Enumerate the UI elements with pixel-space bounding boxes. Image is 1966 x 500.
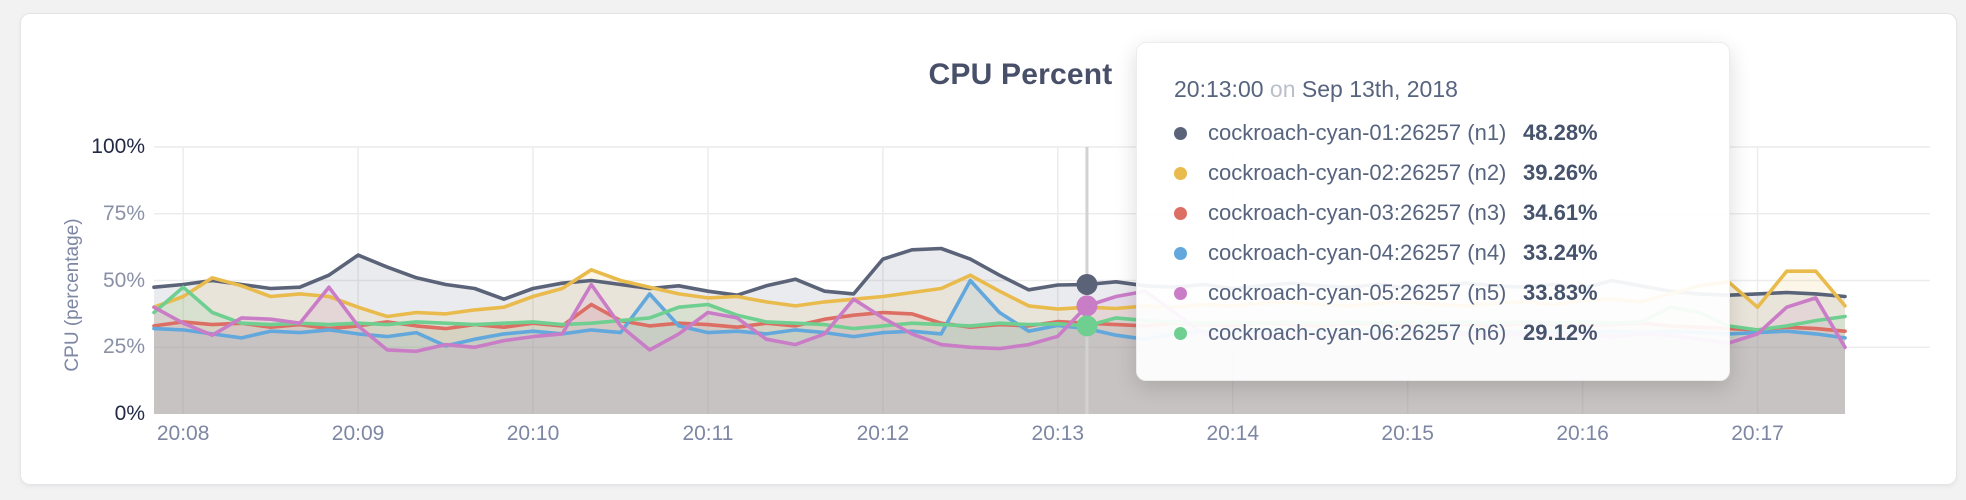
x-tick-20:08: 20:08	[156, 422, 210, 445]
tooltip-row: cockroach-cyan-01:26257 (n1) 48.28%	[1174, 113, 1709, 153]
tooltip-node-value: 34.61%	[1523, 200, 1598, 225]
hover-dot-n6	[1076, 295, 1098, 317]
y-tick-25%: 25%	[102, 335, 145, 359]
tooltip-row: cockroach-cyan-06:26257 (n6) 29.12%	[1174, 313, 1709, 353]
series-color-dot-icon	[1174, 126, 1187, 140]
tooltip-row: cockroach-cyan-04:26257 (n4) 33.24%	[1174, 233, 1709, 273]
tooltip-node-name: cockroach-cyan-04:26257 (n4)	[1208, 240, 1507, 265]
tooltip-row: cockroach-cyan-02:26257 (n2) 39.26%	[1174, 153, 1709, 193]
x-tick-20:14: 20:14	[1206, 422, 1260, 445]
tooltip-rows: cockroach-cyan-01:26257 (n1) 48.28% cockro…	[1174, 113, 1709, 353]
tooltip-node-value: 33.24%	[1523, 240, 1598, 265]
series-color-dot-icon	[1174, 286, 1187, 300]
tooltip-on-word: on	[1269, 76, 1296, 102]
x-tick-20:13: 20:13	[1031, 422, 1085, 445]
x-tick-20:11: 20:11	[682, 422, 734, 445]
y-tick-75%: 75%	[102, 201, 145, 225]
tooltip-row: cockroach-cyan-03:26257 (n3) 34.61%	[1174, 193, 1709, 233]
tooltip-node-name: cockroach-cyan-02:26257 (n2)	[1208, 160, 1507, 185]
chart-title: CPU Percent	[928, 58, 1113, 91]
tooltip-node-name: cockroach-cyan-06:26257 (n6)	[1208, 320, 1507, 345]
series-color-dot-icon	[1174, 166, 1187, 180]
x-tick-20:15: 20:15	[1381, 422, 1434, 445]
series-color-dot-icon	[1174, 246, 1187, 260]
tooltip-timestamp: 20:13:00 on Sep 13th, 2018	[1174, 76, 1709, 103]
tooltip-node-value: 48.28%	[1523, 120, 1598, 145]
tooltip-node-name: cockroach-cyan-01:26257 (n1)	[1208, 120, 1507, 145]
tooltip-node-value: 29.12%	[1523, 320, 1598, 345]
tooltip-time: 20:13:00	[1174, 76, 1264, 102]
x-tick-20:12: 20:12	[856, 422, 910, 445]
y-tick-50%: 50%	[102, 268, 145, 292]
series-color-dot-icon	[1174, 206, 1187, 220]
hover-dot-n5	[1076, 315, 1098, 337]
tooltip-node-value: 39.26%	[1523, 160, 1598, 185]
tooltip-date: Sep 13th, 2018	[1301, 76, 1458, 102]
tooltip-row: cockroach-cyan-05:26257 (n5) 33.83%	[1174, 273, 1709, 313]
hover-tooltip: 20:13:00 on Sep 13th, 2018 cockroach-cya…	[1136, 42, 1730, 381]
tooltip-node-value: 33.83%	[1523, 280, 1598, 305]
x-tick-20:10: 20:10	[506, 422, 560, 445]
hover-dot-n1	[1076, 274, 1098, 296]
tooltip-node-name: cockroach-cyan-05:26257 (n5)	[1208, 280, 1507, 305]
x-tick-20:09: 20:09	[331, 422, 385, 445]
x-tick-20:17: 20:17	[1731, 422, 1784, 445]
x-tick-20:16: 20:16	[1556, 422, 1609, 445]
y-tick-100%: 100%	[91, 135, 145, 158]
series-area-n5	[154, 287, 1845, 414]
series-color-dot-icon	[1174, 326, 1187, 340]
tooltip-node-name: cockroach-cyan-03:26257 (n3)	[1208, 200, 1507, 225]
y-tick-0%: 0%	[114, 402, 145, 425]
